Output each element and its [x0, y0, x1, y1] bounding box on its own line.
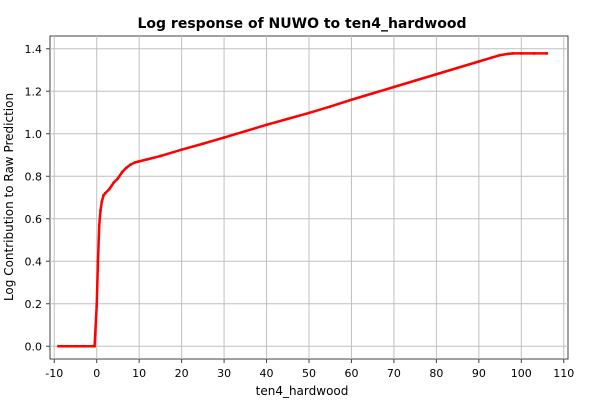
data-point — [96, 259, 100, 263]
data-point — [158, 154, 162, 158]
y-tick-label: 1.4 — [25, 43, 43, 56]
data-point — [112, 181, 116, 185]
y-tick-label: 0.8 — [25, 170, 43, 183]
data-point — [91, 344, 94, 348]
data-point — [57, 344, 60, 348]
y-tick-label: 1.2 — [25, 85, 43, 98]
x-tick-label: 70 — [387, 367, 401, 380]
series-layer — [57, 52, 549, 348]
x-tick-label: 60 — [344, 367, 358, 380]
x-tick-label: 20 — [175, 367, 189, 380]
chart-title: Log response of NUWO to ten4_hardwood — [138, 16, 467, 32]
data-point — [103, 191, 107, 195]
x-tick-label: 50 — [302, 367, 316, 380]
x-tick-label: 30 — [217, 367, 231, 380]
data-point — [108, 187, 111, 191]
data-point — [545, 52, 549, 55]
data-point — [102, 193, 105, 197]
data-point — [328, 105, 332, 108]
y-tick-label: 0.6 — [25, 213, 43, 226]
x-tick-label: 90 — [472, 367, 486, 380]
y-tick-label: 1.0 — [25, 128, 43, 141]
data-point — [307, 111, 311, 115]
data-point — [413, 79, 417, 83]
y-tick-label: 0.2 — [25, 298, 43, 311]
grid — [50, 36, 568, 359]
data-point — [507, 52, 510, 56]
data-point — [519, 52, 523, 55]
data-point — [125, 166, 128, 170]
data-point — [129, 163, 133, 166]
data-point — [456, 66, 460, 70]
data-point — [490, 56, 493, 60]
data-point — [434, 72, 438, 76]
data-point — [243, 129, 247, 133]
x-axis: -10 0 10 20 30 40 50 60 70 80 90 100 110 — [45, 359, 574, 380]
x-tick-label: 10 — [132, 367, 146, 380]
data-point — [137, 159, 141, 163]
x-tick-label: 100 — [511, 367, 532, 380]
data-point — [532, 52, 536, 55]
x-tick-label: 0 — [93, 367, 100, 380]
data-point — [392, 85, 396, 89]
data-point — [477, 60, 481, 63]
x-tick-label: 110 — [553, 367, 574, 380]
data-point — [100, 200, 104, 204]
data-point — [350, 98, 353, 102]
data-point — [95, 304, 99, 308]
data-point — [116, 176, 120, 180]
y-axis: 0.0 0.2 0.4 0.6 0.8 1.0 1.2 1.4 — [25, 43, 50, 353]
data-point — [99, 208, 102, 212]
y-tick-label: 0.4 — [25, 255, 43, 268]
data-point — [97, 223, 101, 227]
data-point — [93, 344, 96, 348]
data-point — [74, 344, 77, 348]
data-point — [286, 117, 290, 121]
data-point — [120, 170, 124, 174]
data-point — [180, 148, 184, 152]
data-point — [133, 161, 137, 164]
data-point — [371, 91, 375, 95]
x-tick-label: -10 — [45, 367, 63, 380]
x-tick-label: 80 — [429, 367, 443, 380]
data-point — [511, 52, 515, 55]
data-point — [201, 142, 205, 146]
data-point — [265, 123, 268, 127]
x-axis-label: ten4_hardwood — [256, 384, 349, 398]
data-point — [82, 344, 86, 348]
y-tick-label: 0.0 — [25, 340, 43, 353]
data-point — [65, 344, 69, 348]
x-tick-label: 40 — [260, 367, 274, 380]
data-point — [498, 53, 502, 57]
data-point — [222, 136, 226, 139]
data-point — [146, 157, 150, 161]
y-axis-label: Log Contribution to Raw Prediction — [2, 93, 16, 301]
